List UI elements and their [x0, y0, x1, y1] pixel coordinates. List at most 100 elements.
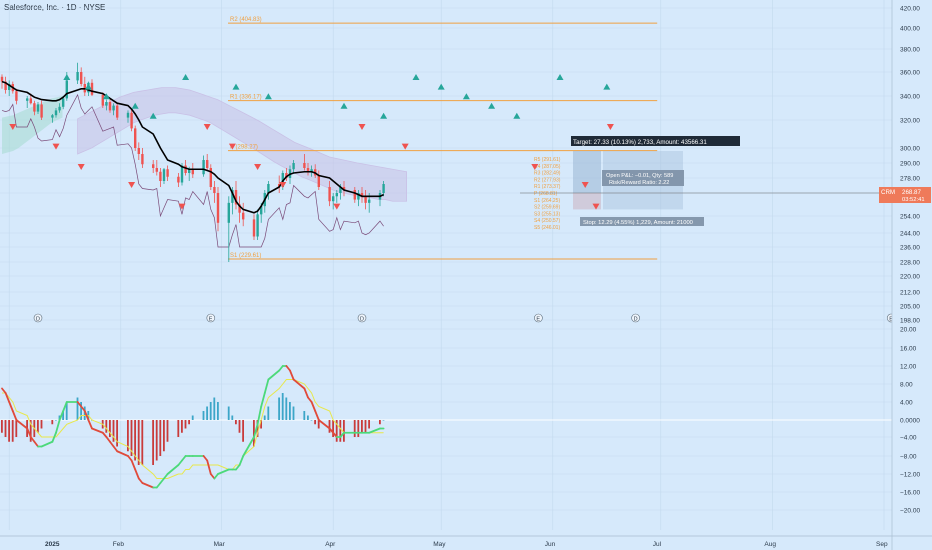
macd-histogram-bar: [361, 420, 363, 433]
sell-signal-marker: [531, 164, 539, 170]
macd-histogram-bar: [314, 420, 316, 425]
candle-body: [40, 104, 43, 118]
macd-histogram-bar: [285, 397, 288, 420]
ichimoku-cloud: [77, 87, 407, 202]
macd-histogram-bar: [76, 397, 79, 420]
candle-body: [252, 219, 256, 237]
event-marker-dividend[interactable]: [33, 313, 43, 323]
candle-body: [90, 82, 94, 95]
macd-histogram-bar: [213, 397, 216, 420]
macd-histogram-bar: [206, 406, 208, 420]
price-tick-label: 290.00: [900, 161, 920, 168]
macd-histogram-bar: [332, 420, 334, 437]
candle-body: [177, 176, 180, 183]
candle-body: [8, 84, 11, 90]
macd-line-segment: [256, 405, 263, 426]
macd-line-segment: [91, 427, 104, 434]
buy-signal-marker: [131, 102, 139, 109]
sell-signal-marker: [279, 182, 287, 188]
macd-histogram-bar: [353, 420, 356, 437]
buy-signal-marker: [84, 83, 92, 90]
candle-body: [364, 196, 367, 203]
macd-histogram-bar: [116, 420, 118, 447]
sell-signal-marker: [254, 164, 262, 170]
macd-histogram-bar: [310, 420, 313, 421]
macd-histogram-bar: [253, 420, 255, 447]
macd-histogram-bar: [317, 420, 320, 429]
candle-body: [155, 168, 158, 172]
price-tick-label: 360.00: [900, 70, 920, 77]
macd-line-segment: [202, 455, 209, 462]
candle-body: [191, 169, 194, 175]
candle-body: [206, 160, 209, 168]
small-pivot-label: S5 (246.01): [534, 225, 560, 231]
price-tick-label: 278.00: [900, 176, 920, 183]
candle-body: [33, 103, 36, 112]
event-marker-dividend[interactable]: [357, 313, 367, 323]
macd-line-segment: [328, 427, 335, 434]
macd-histogram-bar: [263, 415, 266, 420]
macd-line-segment: [83, 410, 90, 421]
ticker-symbol: CRM: [881, 189, 895, 196]
event-marker-dividend[interactable]: [631, 313, 640, 323]
buy-signal-marker: [149, 112, 157, 119]
stop-label-bg: [580, 217, 704, 226]
candle-body: [152, 164, 155, 168]
candle-body: [209, 168, 212, 187]
candle-body: [342, 187, 346, 190]
event-marker-earnings[interactable]: [534, 313, 543, 323]
macd-histogram-bar: [357, 420, 360, 437]
sell-signal-marker: [128, 182, 136, 188]
candle-body: [105, 102, 108, 106]
candle-body: [26, 98, 29, 101]
candle-body: [112, 105, 115, 111]
candle-body: [141, 154, 144, 165]
candle-body: [328, 187, 331, 202]
buy-signal-marker: [63, 74, 71, 80]
macd-line-segment: [166, 464, 180, 475]
macd-histogram-bar: [1, 420, 3, 433]
macd-histogram-bar: [267, 406, 270, 420]
macd-line-segment: [332, 431, 338, 438]
macd-histogram-bar: [289, 402, 291, 420]
trailing-stop-line: [1, 93, 384, 248]
macd-line-segment: [206, 459, 212, 475]
candle-body: [4, 81, 7, 90]
time-axis-label: May: [433, 541, 446, 548]
candle-body: [339, 187, 342, 193]
time-axis-label: Jul: [653, 541, 662, 548]
macd-tick-label: −4.00: [900, 435, 917, 442]
event-marker-earnings[interactable]: [206, 313, 216, 323]
sell-signal-marker: [592, 203, 600, 210]
macd-histogram-bar: [166, 420, 169, 442]
macd-histogram-bar: [37, 420, 39, 433]
time-axis-label: 2025: [45, 541, 60, 548]
buy-signal-marker: [462, 93, 470, 100]
macd-line-segment: [368, 427, 381, 434]
open-pnl: Open P&L: −0.01, Qty: 589: [606, 173, 673, 179]
macd-histogram-bar: [105, 420, 108, 433]
sell-signal-marker: [77, 164, 85, 170]
small-pivot-label: P (268.81): [534, 191, 558, 197]
macd-line-segment: [267, 369, 281, 381]
candle-body: [231, 190, 234, 203]
macd-histogram-bar: [141, 420, 144, 465]
target-label: Target: 27.33 (10.13%) 2,733, Amount: 43…: [573, 139, 707, 146]
price-tick-label: 244.00: [900, 231, 920, 238]
price-tick-label: 212.00: [900, 290, 920, 297]
macd-histogram-bar: [112, 420, 115, 442]
buy-signal-marker: [102, 93, 110, 100]
macd-histogram-bar: [379, 420, 381, 425]
small-pivot-label: R3 (282.49): [534, 171, 561, 177]
macd-histogram-bar: [202, 411, 205, 420]
macd-line-segment: [177, 459, 183, 466]
candle-body: [360, 193, 364, 197]
macd-histogram-bar: [235, 420, 237, 425]
macd-line-segment: [235, 464, 241, 471]
candle-body: [238, 204, 241, 213]
macd-tick-label: 4.00: [900, 400, 913, 407]
sell-signal-marker: [52, 143, 60, 150]
candle-body: [180, 165, 184, 183]
macd-histogram-bar: [62, 411, 64, 420]
